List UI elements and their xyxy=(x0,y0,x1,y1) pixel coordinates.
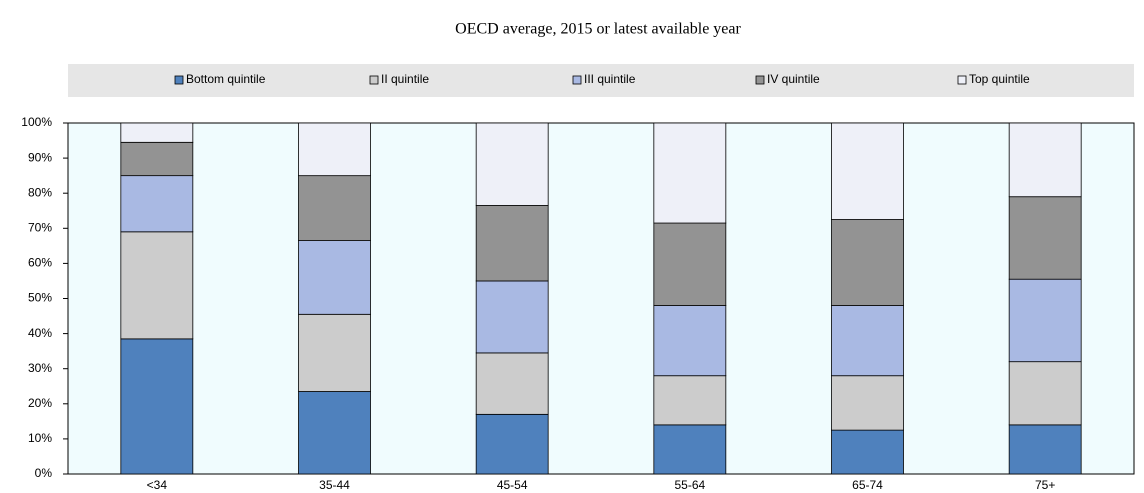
legend-swatch xyxy=(957,75,967,85)
bar-segment xyxy=(1008,361,1082,426)
bar-segment xyxy=(298,240,371,315)
y-tick-label: 10% xyxy=(28,431,52,445)
bar-segment xyxy=(475,413,549,475)
y-tick-label: 50% xyxy=(28,291,52,305)
y-tick-label: 20% xyxy=(28,396,52,410)
legend-label: Top quintile xyxy=(969,72,1030,86)
legend-swatch xyxy=(755,75,765,85)
y-tick-label: 70% xyxy=(28,220,52,234)
bar-segment xyxy=(1008,122,1082,198)
bar-segment xyxy=(120,175,194,233)
bar-segment xyxy=(120,122,194,143)
x-tick-label: 65-74 xyxy=(852,478,883,492)
legend-swatch xyxy=(369,75,379,85)
y-tick-label: 40% xyxy=(28,326,52,340)
bar-segment xyxy=(475,352,549,415)
legend-label: IV quintile xyxy=(767,72,820,86)
y-tick-label: 100% xyxy=(21,115,52,129)
bar-segment xyxy=(831,219,904,306)
x-tick-label: <34 xyxy=(147,478,168,492)
bar-segment xyxy=(120,338,194,475)
y-tick-label: 30% xyxy=(28,361,52,375)
bar-segment xyxy=(120,231,194,340)
bar-segment xyxy=(1008,278,1082,363)
bar-segment xyxy=(653,424,727,475)
y-tick-label: 0% xyxy=(35,466,53,480)
bar-segment xyxy=(298,175,371,241)
bar-segment xyxy=(298,122,371,177)
y-tick-label: 80% xyxy=(28,185,52,199)
bar-segment xyxy=(653,222,727,306)
bar-segment xyxy=(475,280,549,354)
legend-label: II quintile xyxy=(381,72,429,86)
bar-segment xyxy=(831,305,904,377)
bar-segment xyxy=(1008,424,1082,475)
legend-swatch xyxy=(174,75,184,85)
bar-segment xyxy=(831,122,904,220)
bar-segment xyxy=(475,205,549,282)
y-tick-label: 90% xyxy=(28,150,52,164)
bar-segment xyxy=(1008,196,1082,280)
legend-label: Bottom quintile xyxy=(186,72,266,86)
bar-segment xyxy=(653,305,727,377)
legend-label: III quintile xyxy=(584,72,636,86)
chart-title: OECD average, 2015 or latest available y… xyxy=(455,21,741,38)
bar-segment xyxy=(298,313,371,392)
bar-segment xyxy=(475,122,549,206)
y-tick-label: 60% xyxy=(28,256,52,270)
bar-segment xyxy=(831,429,904,475)
bar-segment xyxy=(653,375,727,426)
plot-area xyxy=(67,122,1135,475)
legend-swatch xyxy=(572,75,582,85)
bar-segment xyxy=(120,141,194,177)
x-tick-label: 45-54 xyxy=(497,478,528,492)
x-tick-label: 75+ xyxy=(1035,478,1055,492)
bar-segment xyxy=(653,122,727,224)
x-tick-label: 35-44 xyxy=(319,478,350,492)
bar-segment xyxy=(831,375,904,431)
x-tick-label: 55-64 xyxy=(674,478,705,492)
legend-background xyxy=(68,64,1134,97)
bar-segment xyxy=(298,391,371,475)
